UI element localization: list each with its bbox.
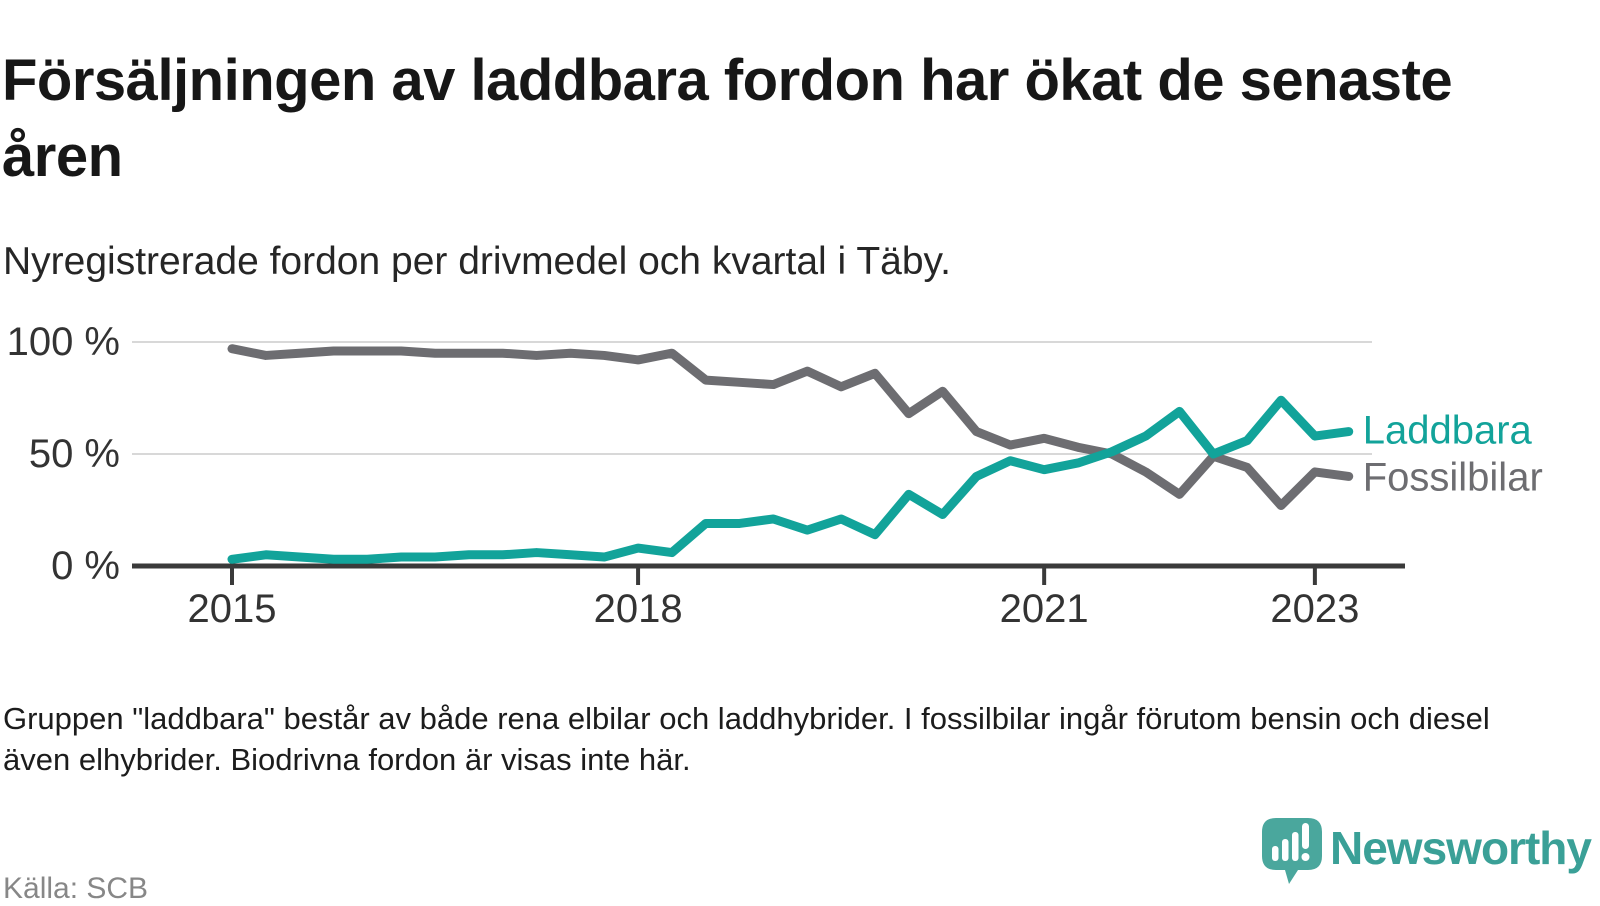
source-label: Källa: SCB xyxy=(3,872,149,905)
y-tick-label-0: 0 % xyxy=(51,544,120,588)
newsworthy-logo-icon xyxy=(1262,818,1322,884)
x-tick-label-2021: 2021 xyxy=(1000,587,1089,631)
fossilbilar-line xyxy=(227,344,1354,511)
legend-label-fossilbilar: Fossilbilar xyxy=(1363,455,1543,499)
legend-label-laddbara: Laddbara xyxy=(1363,409,1533,453)
x-tick-label-2018: 2018 xyxy=(594,587,683,631)
exclamation-dot xyxy=(1301,853,1310,861)
newsworthy-logo: Newsworthy xyxy=(1262,818,1593,884)
page-subtitle: Nyregistrerade fordon per drivmedel och … xyxy=(3,240,951,283)
laddbara-line xyxy=(227,395,1354,564)
bar-chart-glyph xyxy=(1272,823,1310,861)
footnote: Gruppen "laddbara" består av både rena e… xyxy=(3,701,1490,777)
y-tick-label-100: 100 % xyxy=(7,320,120,364)
newsworthy-wordmark: Newsworthy xyxy=(1330,822,1592,874)
page-title: Försäljningen av laddbara fordon har öka… xyxy=(2,47,1453,189)
x-tick-label-2015: 2015 xyxy=(188,587,277,631)
x-tick-label-2023: 2023 xyxy=(1270,587,1359,631)
exclamation-bar xyxy=(1302,823,1309,849)
y-tick-label-50: 50 % xyxy=(29,432,120,476)
